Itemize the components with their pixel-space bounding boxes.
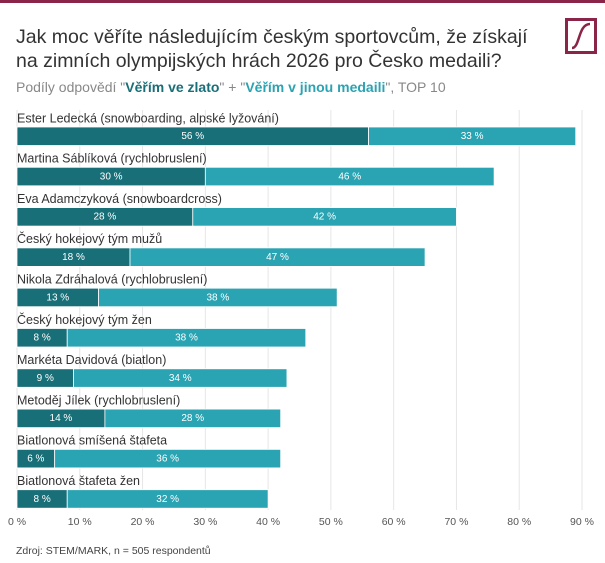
bar-segment — [54, 448, 282, 469]
value-label: 46 % — [338, 171, 361, 182]
bar-segment — [129, 247, 426, 267]
bar-segment — [98, 287, 338, 308]
chart-title: na zimních olympijských hrách 2026 pro Č… — [16, 49, 502, 72]
bar-segment — [368, 126, 577, 146]
category-label: Biatlonová štafeta žen — [17, 474, 140, 488]
category-label: Martina Sáblíková (rychlobruslení) — [17, 152, 207, 166]
value-label: 8 % — [33, 333, 50, 344]
value-label: 18 % — [62, 252, 85, 263]
value-label: 38 % — [175, 333, 198, 344]
x-tick-label: 40 % — [256, 516, 280, 528]
value-label: 28 % — [181, 413, 204, 424]
bar-segment — [204, 166, 495, 187]
value-label: 33 % — [461, 131, 484, 142]
x-tick-label: 90 % — [570, 516, 594, 528]
x-tick-label: 0 % — [8, 516, 26, 528]
value-label: 6 % — [27, 454, 44, 465]
x-tick-label: 50 % — [319, 516, 343, 528]
value-label: 56 % — [181, 131, 204, 142]
x-tick-label: 60 % — [382, 516, 406, 528]
value-label: 34 % — [169, 373, 192, 384]
bar-segment — [104, 408, 282, 429]
value-label: 38 % — [206, 292, 229, 303]
x-tick-label: 70 % — [444, 516, 468, 528]
chart-title: Jak moc věříte následujícím českým sport… — [16, 26, 528, 48]
legend-entry: Věřím ve zlato — [125, 79, 219, 95]
subtitle-text: Podíly odpovědí " — [16, 79, 125, 95]
value-label: 32 % — [156, 494, 179, 505]
source: Zdroj: STEM/MARK, n = 505 respondentů — [16, 545, 211, 557]
value-label: 42 % — [313, 212, 336, 223]
value-label: 30 % — [100, 171, 123, 182]
value-label: 8 % — [33, 494, 50, 505]
category-label: Eva Adamczyková (snowboardcross) — [17, 192, 222, 206]
category-label: Ester Ledecká (snowboarding, alpské lyžo… — [17, 111, 279, 125]
bar-segment — [73, 368, 288, 388]
value-label: 28 % — [93, 212, 116, 223]
category-label: Český hokejový tým mužů — [17, 231, 162, 246]
value-label: 14 % — [50, 413, 73, 424]
logo — [565, 18, 597, 54]
category-label: Biatlonová smíšená štafeta — [17, 434, 167, 448]
bar-segment — [192, 207, 457, 227]
x-tick-label: 80 % — [507, 516, 531, 528]
category-label: Český hokejový tým žen — [17, 312, 152, 327]
category-label: Markéta Davidová (biatlon) — [17, 353, 166, 367]
top-border — [0, 0, 605, 3]
value-label: 9 % — [37, 373, 54, 384]
category-label: Metoděj Jílek (rychlobruslení) — [17, 393, 180, 407]
x-tick-label: 10 % — [68, 516, 92, 528]
subtitle-text: " + " — [219, 79, 245, 95]
x-tick-label: 20 % — [131, 516, 155, 528]
value-label: 47 % — [266, 252, 289, 263]
chart-subtitle: Podíly odpovědí "Věřím ve zlato" + "Věří… — [16, 79, 446, 95]
value-label: 36 % — [156, 454, 179, 465]
subtitle-text: ", TOP 10 — [385, 79, 445, 95]
value-label: 13 % — [46, 292, 69, 303]
bar-segment — [66, 489, 269, 509]
bar-segment — [66, 328, 307, 348]
legend-entry: Věřím v jinou medaili — [245, 79, 385, 95]
x-tick-label: 30 % — [193, 516, 217, 528]
category-label: Nikola Zdráhalová (rychlobruslení) — [17, 272, 207, 286]
